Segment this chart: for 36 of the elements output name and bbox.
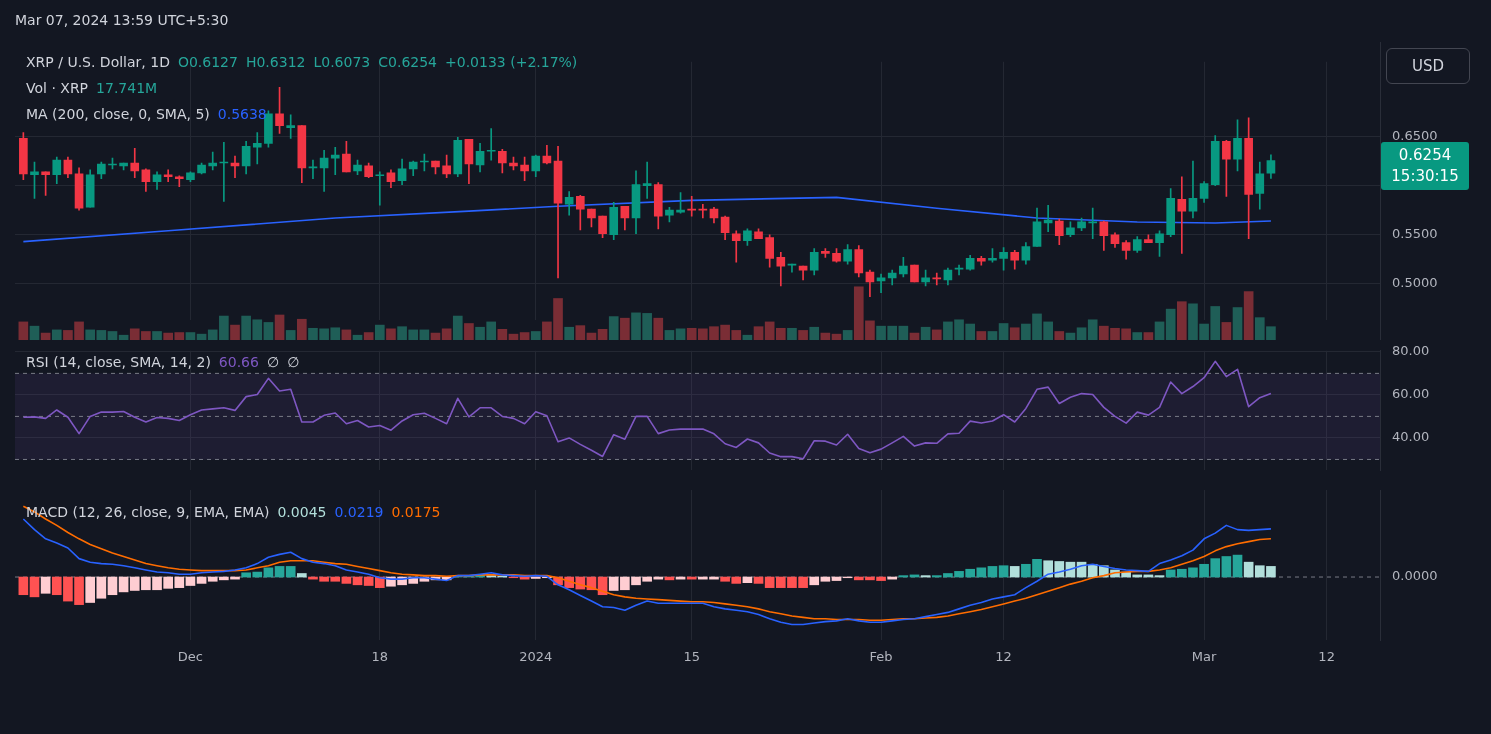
annotation: C0.6254: [378, 54, 438, 70]
x-tick-label: 12: [995, 649, 1012, 665]
annotation: 60.66: [218, 354, 259, 370]
annotation: ∅: [287, 354, 300, 370]
x-tick-label: Dec: [177, 649, 204, 665]
y-tick-label: 0.6500: [1392, 127, 1438, 143]
annotation: 17.741M: [96, 80, 158, 96]
x-tick-label: 18: [371, 649, 389, 665]
chart-title: Vol · XRP: [26, 80, 89, 96]
y-tick-label: 80.00: [1392, 343, 1430, 359]
annotation: 0.0045: [277, 504, 327, 520]
annotation: O0.6127: [177, 54, 238, 70]
y-tick-label: 40.00: [1392, 429, 1430, 445]
ref-line-label: 0.0000: [1392, 568, 1438, 584]
y-tick-label: 0.5000: [1392, 275, 1438, 291]
annotation: 0.5638: [217, 106, 267, 122]
y-tick-label: 0.5500: [1392, 226, 1438, 242]
text: 15:30:15: [1390, 166, 1460, 187]
annotation: 0.0219: [334, 504, 384, 520]
x-tick-label: 12: [1318, 649, 1335, 665]
x-tick-label: Feb: [869, 649, 893, 665]
y-tick-label: 60.00: [1392, 386, 1430, 402]
text: 0.6254: [1397, 145, 1453, 166]
annotation: ∅: [266, 354, 280, 370]
text: USD: [1386, 48, 1470, 84]
chart-title: XRP / U.S. Dollar, 1D: [26, 54, 170, 70]
annotation: L0.6073: [313, 54, 371, 70]
chart-title: RSI (14, close, SMA, 14, 2): [26, 354, 211, 370]
annotation: 0.0175: [391, 504, 441, 520]
x-tick-label: Mar: [1191, 649, 1218, 665]
text: Mar 07, 2024 13:59 UTC+5:30: [15, 12, 229, 28]
x-tick-label: 15: [683, 649, 700, 665]
x-tick-label: 2024: [519, 649, 553, 665]
annotation: +0.0133 (+2.17%): [445, 54, 578, 70]
text: MA (200, close, 0, SMA, 5): [26, 106, 210, 122]
annotation: H0.6312: [245, 54, 306, 70]
